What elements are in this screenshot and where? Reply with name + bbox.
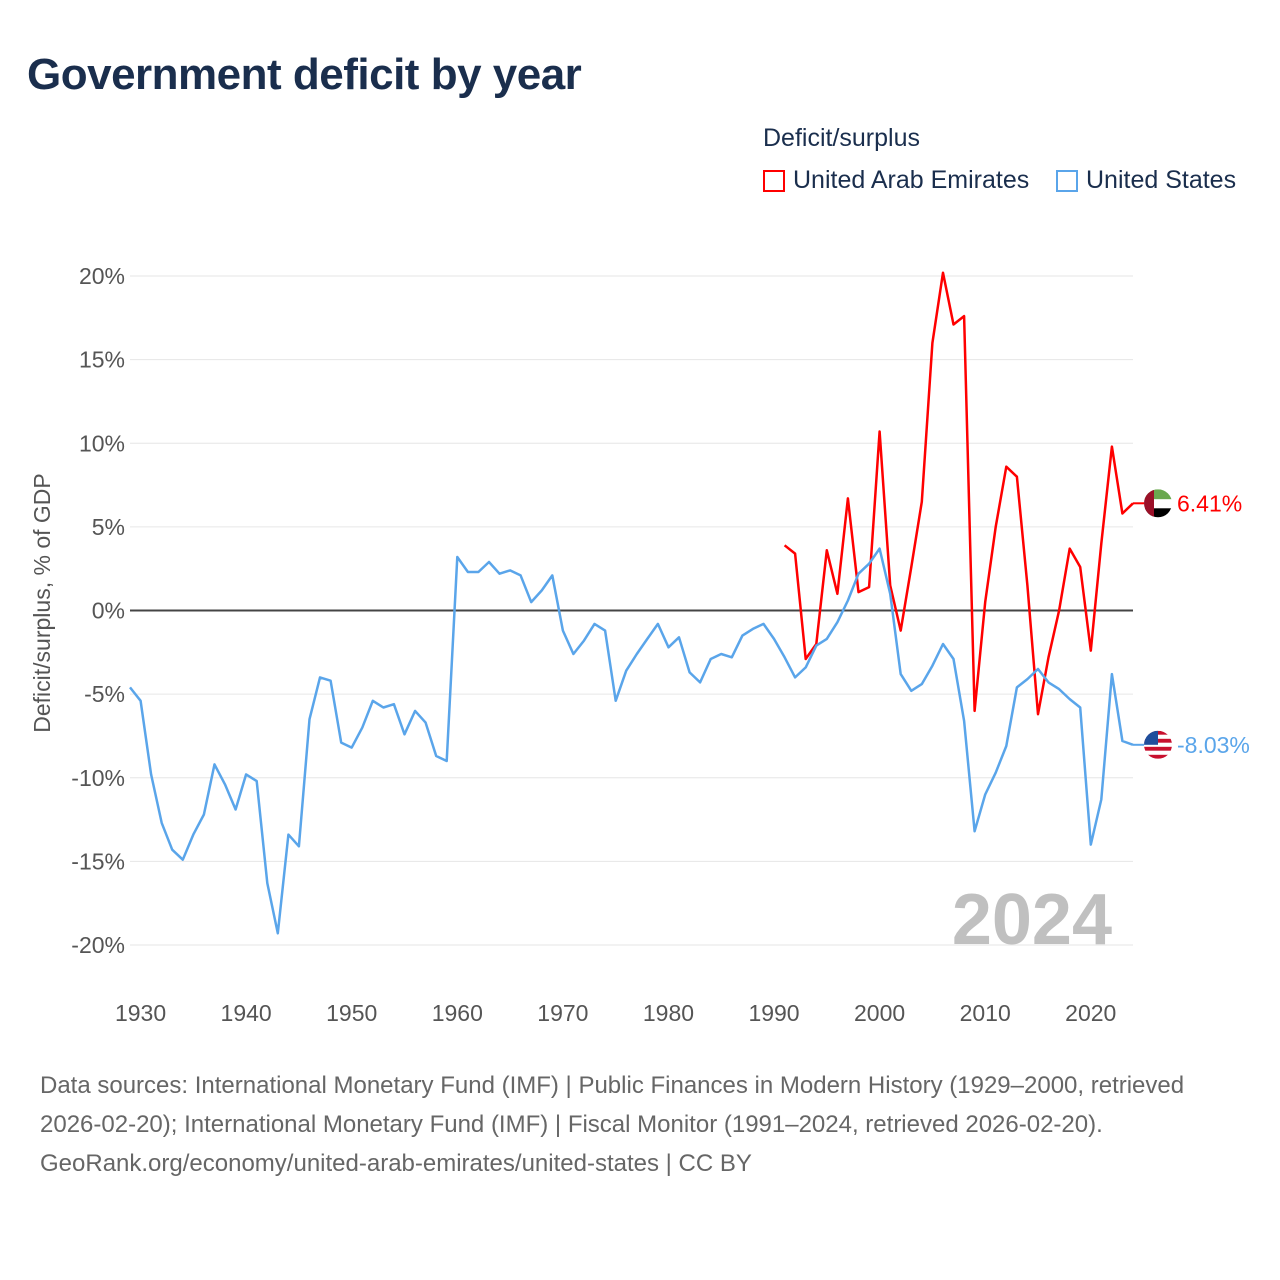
x-tick-label: 2020 — [1065, 1000, 1116, 1026]
x-tick-label: 1940 — [221, 1000, 272, 1026]
y-tick-label: 5% — [92, 514, 125, 540]
x-tick-label: 2010 — [960, 1000, 1011, 1026]
y-tick-label: 10% — [79, 430, 125, 456]
series-line-us[interactable] — [129, 547, 1134, 935]
legend-item-us[interactable]: United States — [1056, 166, 1236, 195]
x-tick-label: 1930 — [115, 1000, 166, 1026]
legend-label-uae: United Arab Emirates — [793, 166, 1030, 194]
uae-flag-icon — [1144, 489, 1172, 518]
data-sources: Data sources: International Monetary Fun… — [40, 1072, 1185, 1138]
end-value-label: 6.41% — [1177, 490, 1242, 516]
y-tick-label: -5% — [84, 681, 125, 707]
legend-item-uae[interactable]: United Arab Emirates — [763, 166, 1029, 195]
footer: Data sources: International Monetary Fun… — [40, 1066, 1240, 1183]
end-value-label: -8.03% — [1177, 732, 1250, 758]
credit-link[interactable]: GeoRank.org/economy/united-arab-emirates… — [40, 1150, 752, 1177]
x-tick-label: 1990 — [748, 1000, 799, 1026]
y-tick-label: -10% — [71, 765, 125, 791]
x-tick-label: 2000 — [854, 1000, 905, 1026]
x-tick-label: 1980 — [643, 1000, 694, 1026]
page-title: Government deficit by year — [27, 50, 582, 99]
x-tick-label: 1950 — [326, 1000, 377, 1026]
legend-label-us: United States — [1086, 166, 1237, 194]
legend-swatch-us — [1056, 169, 1078, 192]
y-tick-label: -20% — [71, 932, 125, 958]
y-tick-label: -15% — [71, 848, 125, 874]
us-flag-icon — [1144, 730, 1172, 759]
legend-title: Deficit/surplus — [763, 124, 920, 152]
y-tick-label: 0% — [92, 598, 125, 624]
y-axis-label: Deficit/surplus, % of GDP — [29, 473, 55, 732]
x-tick-label: 1960 — [432, 1000, 483, 1026]
year-watermark: 2024 — [952, 880, 1112, 960]
series-line-uae[interactable] — [783, 271, 1134, 716]
y-tick-label: 20% — [79, 263, 125, 289]
legend-swatch-uae — [763, 169, 785, 192]
y-tick-label: 15% — [79, 347, 125, 373]
x-tick-label: 1970 — [537, 1000, 588, 1026]
